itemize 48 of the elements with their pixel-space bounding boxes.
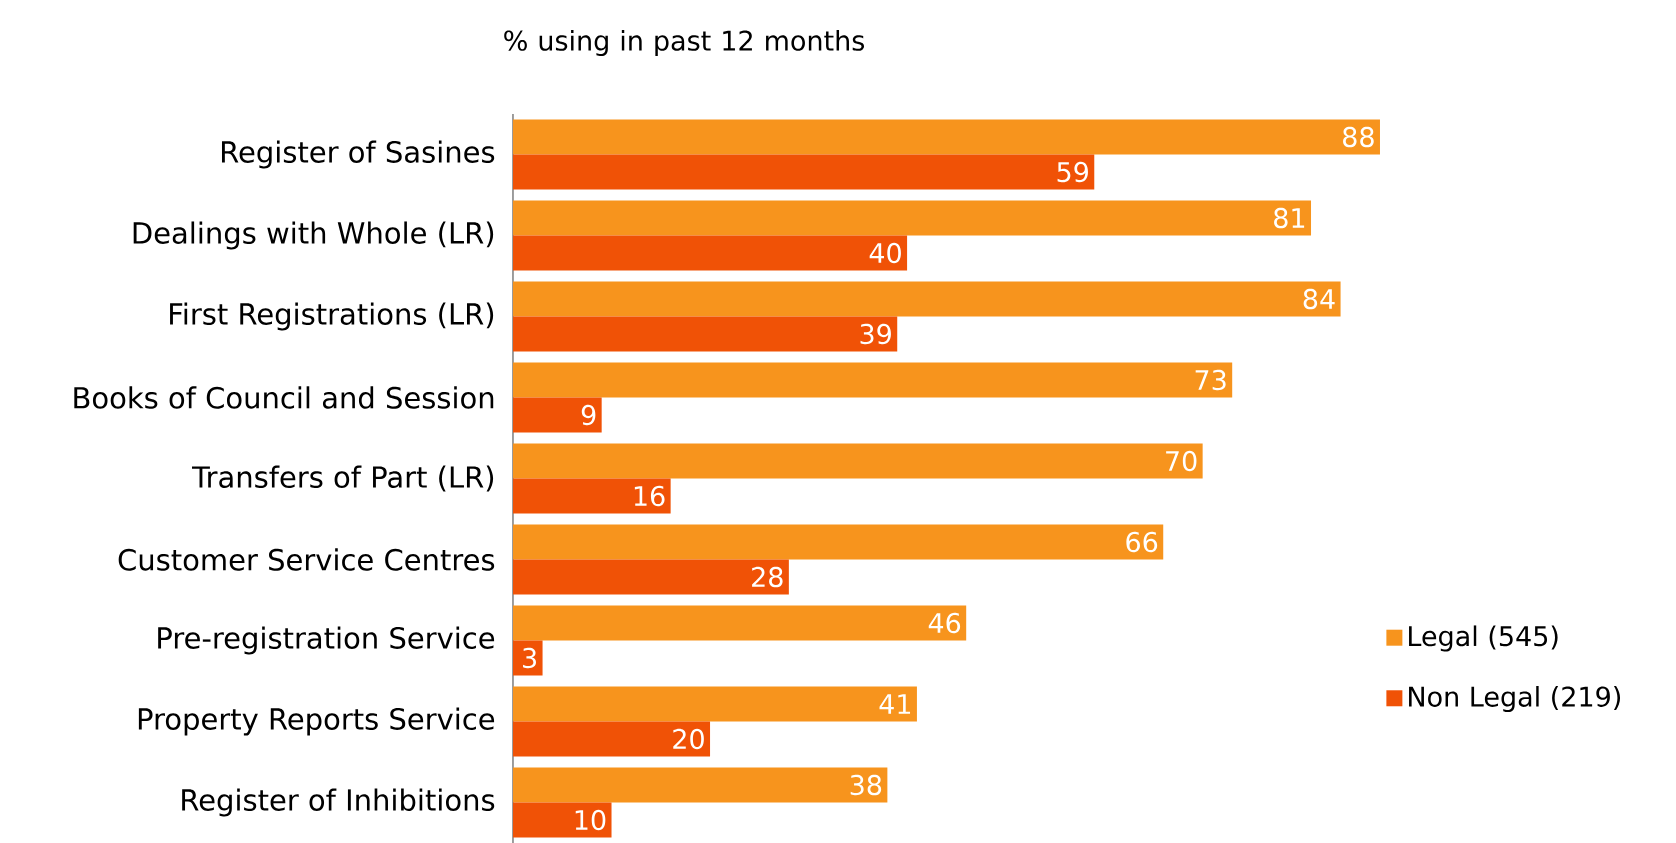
data-label: 84 — [1303, 288, 1335, 310]
y-tick-label: Customer Service Centres — [118, 548, 495, 571]
bar — [513, 640, 543, 676]
y-tick-label: Dealings with Whole (LR) — [133, 221, 494, 250]
bar — [513, 362, 1233, 398]
bar — [513, 802, 612, 838]
data-label: 28 — [752, 566, 783, 588]
bar — [513, 605, 967, 641]
bar — [513, 281, 1341, 317]
bar — [513, 200, 1312, 236]
bar — [513, 721, 711, 757]
bar — [513, 235, 908, 271]
bar — [513, 119, 1380, 155]
y-tick-label: Transfers of Part (LR) — [192, 465, 494, 492]
data-label: 40 — [869, 242, 901, 264]
y-tick-label: First Registrations (LR) — [170, 302, 494, 331]
y-tick-label: Register of Inhibitions — [182, 788, 495, 817]
data-label: 59 — [1057, 161, 1088, 183]
bar — [513, 397, 602, 433]
y-tick-label: Property Reports Service — [138, 707, 495, 736]
bar — [513, 478, 671, 514]
data-label: 38 — [850, 774, 882, 796]
data-label: 73 — [1195, 369, 1226, 391]
data-label: 20 — [673, 728, 704, 750]
data-label: 3 — [523, 647, 537, 669]
data-label: 88 — [1343, 126, 1374, 148]
y-tick-label: Pre-registration Service — [158, 626, 495, 655]
data-label: 66 — [1126, 531, 1158, 553]
bar — [513, 767, 888, 803]
bar — [513, 524, 1164, 560]
data-label: 70 — [1166, 450, 1197, 472]
chart-title: % using in past 12 months — [504, 29, 865, 57]
legend-label: Non Legal (219) — [1409, 685, 1621, 713]
y-tick-label: Books of Council and Session — [74, 386, 494, 409]
data-label: 41 — [879, 694, 911, 714]
data-label: 46 — [928, 612, 961, 634]
data-label: 16 — [634, 485, 665, 507]
bar — [513, 443, 1203, 479]
bar — [513, 559, 789, 595]
data-label: 39 — [860, 323, 891, 345]
bar — [513, 686, 917, 722]
legend-label: Legal (545) — [1409, 625, 1558, 652]
data-label: 9 — [581, 404, 596, 426]
bar — [513, 316, 898, 352]
data-label: 10 — [575, 809, 606, 831]
y-tick-label: Register of Sasines — [222, 140, 495, 169]
data-label: 81 — [1274, 207, 1305, 229]
bar — [513, 154, 1095, 190]
